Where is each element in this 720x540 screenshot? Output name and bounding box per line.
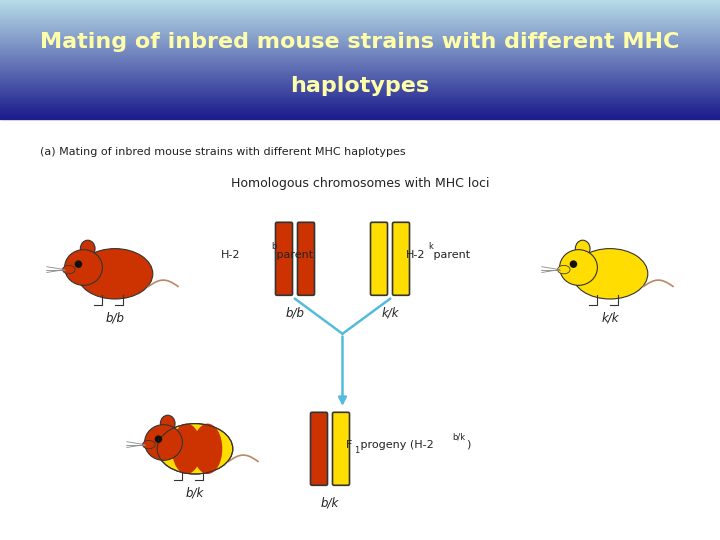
Text: b/k: b/k	[321, 497, 339, 510]
Ellipse shape	[575, 240, 590, 257]
Text: b/k: b/k	[186, 487, 204, 500]
Ellipse shape	[572, 248, 648, 299]
Ellipse shape	[65, 249, 102, 285]
FancyBboxPatch shape	[392, 222, 410, 295]
Text: parent: parent	[430, 250, 470, 260]
Text: H-2: H-2	[406, 250, 426, 260]
Ellipse shape	[161, 415, 175, 432]
Circle shape	[155, 435, 162, 443]
Ellipse shape	[145, 424, 182, 460]
Ellipse shape	[193, 423, 222, 474]
Text: haplotypes: haplotypes	[290, 76, 430, 96]
Text: b: b	[271, 242, 276, 251]
Text: k/k: k/k	[601, 312, 618, 325]
Ellipse shape	[63, 265, 75, 274]
Ellipse shape	[77, 248, 153, 299]
FancyBboxPatch shape	[333, 413, 349, 485]
Circle shape	[570, 260, 577, 268]
Text: parent: parent	[273, 250, 313, 260]
FancyBboxPatch shape	[310, 413, 328, 485]
Ellipse shape	[143, 441, 155, 449]
Text: ): )	[466, 440, 470, 450]
Text: Mating of inbred mouse strains with different MHC: Mating of inbred mouse strains with diff…	[40, 31, 680, 52]
Text: k/k: k/k	[382, 307, 399, 320]
Text: 1: 1	[354, 446, 359, 455]
Ellipse shape	[559, 249, 598, 285]
Text: k: k	[428, 242, 433, 251]
Ellipse shape	[81, 240, 95, 257]
Text: b/k: b/k	[452, 433, 465, 441]
Text: F: F	[346, 440, 352, 450]
Text: H-2: H-2	[220, 250, 240, 260]
Text: Homologous chromosomes with MHC loci: Homologous chromosomes with MHC loci	[230, 177, 490, 190]
Circle shape	[75, 260, 82, 268]
Text: (a) Mating of inbred mouse strains with different MHC haplotypes: (a) Mating of inbred mouse strains with …	[40, 147, 405, 157]
Ellipse shape	[157, 423, 233, 474]
Text: b/b: b/b	[286, 307, 305, 320]
Text: progeny (H-2: progeny (H-2	[357, 440, 433, 450]
Ellipse shape	[557, 265, 570, 274]
FancyBboxPatch shape	[297, 222, 315, 295]
Text: b/b: b/b	[106, 312, 125, 325]
FancyBboxPatch shape	[276, 222, 292, 295]
FancyBboxPatch shape	[371, 222, 387, 295]
Ellipse shape	[172, 423, 202, 474]
